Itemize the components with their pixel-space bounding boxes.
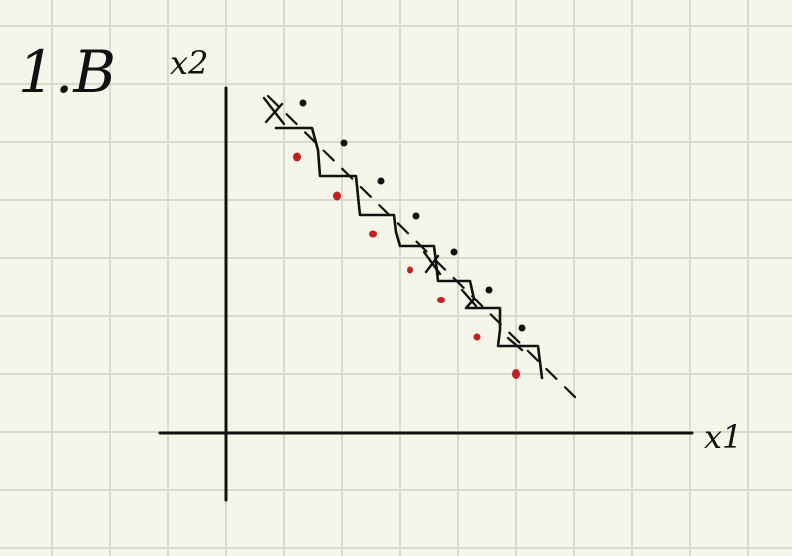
black-point	[299, 99, 307, 107]
problem-label: 1.B	[18, 38, 116, 106]
cross-mark	[506, 336, 524, 352]
black-point	[412, 212, 420, 220]
cross-marks	[262, 96, 524, 352]
red-point	[333, 191, 341, 201]
black-point	[485, 286, 493, 294]
red-point	[293, 152, 301, 162]
black-points	[299, 99, 526, 332]
black-point	[340, 139, 348, 147]
staircase-path	[274, 126, 544, 380]
red-point	[473, 333, 481, 341]
red-point	[369, 230, 377, 238]
black-point	[450, 248, 458, 256]
cross-mark	[422, 250, 442, 276]
black-point	[377, 177, 385, 185]
red-point	[437, 297, 445, 303]
axes	[158, 86, 694, 502]
red-point	[407, 266, 413, 274]
cross-mark	[460, 288, 478, 308]
y-axis-label: x2	[170, 44, 208, 82]
red-point	[512, 369, 520, 379]
x-axis-label: x1	[704, 418, 742, 456]
red-points	[293, 152, 520, 379]
cross-mark	[262, 96, 286, 126]
dashed-diagonal-line	[266, 94, 580, 402]
black-point	[518, 324, 526, 332]
